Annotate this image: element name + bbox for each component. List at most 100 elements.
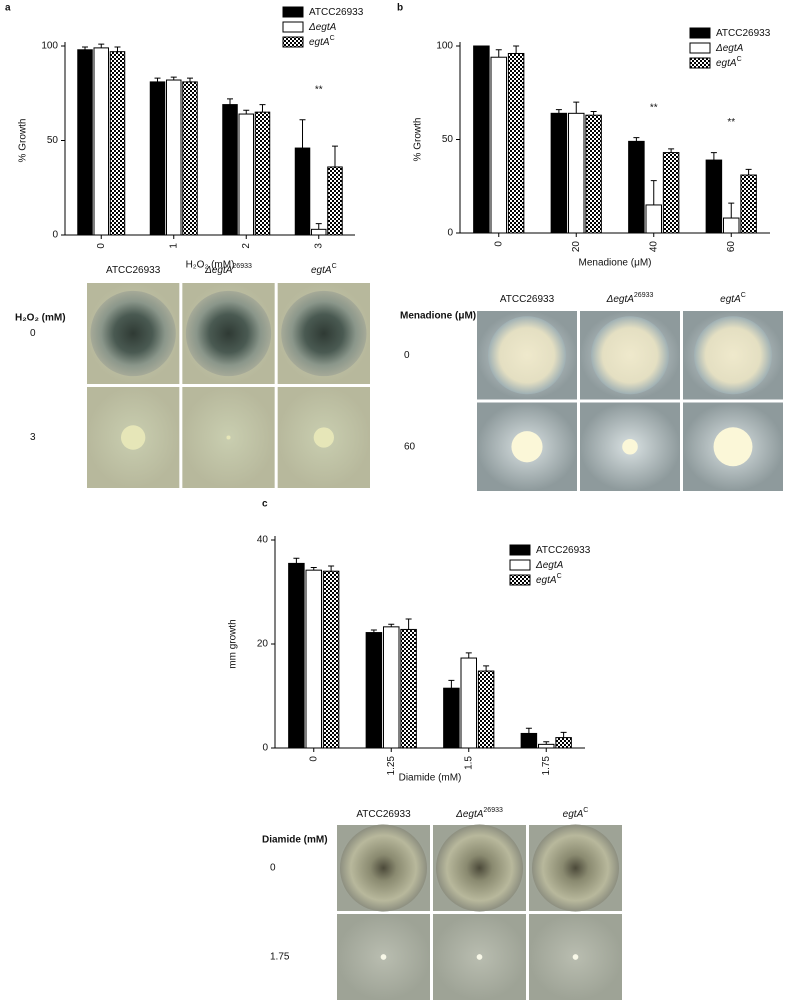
error-bar: [259, 104, 266, 113]
error-bar: [154, 77, 161, 82]
colony: [435, 824, 524, 912]
x-tick-label: 2: [241, 243, 252, 249]
legend-swatch: [282, 21, 304, 33]
column-header-sup: 26933: [634, 292, 654, 299]
annotation: **: [727, 117, 735, 128]
bar: [520, 732, 538, 749]
column-header: egtAC: [311, 263, 337, 275]
legend-label-text: ΔegtA: [535, 560, 564, 571]
error-bar: [328, 565, 335, 572]
column-header-sup: 26933: [232, 263, 252, 270]
legend-label-text: ATCC26933: [716, 28, 771, 39]
column-header-text: egtA: [311, 265, 332, 276]
panel-label: c: [262, 499, 268, 510]
colony: [476, 954, 483, 960]
column-header: ATCC26933: [500, 294, 555, 305]
colony: [713, 427, 753, 467]
error-bar: [243, 109, 250, 115]
bar: [628, 140, 645, 234]
error-bar: [513, 45, 520, 54]
legend-label: egtAC: [716, 56, 742, 68]
column-header: egtAC: [563, 807, 589, 819]
colony: [622, 438, 638, 455]
x-tick-label: 1.25: [386, 756, 397, 776]
legend-swatch: [689, 27, 711, 39]
bar: [645, 204, 662, 234]
bar: [473, 45, 490, 234]
colony: [511, 431, 543, 463]
bar: [490, 56, 507, 234]
y-tick-label: 50: [47, 135, 59, 146]
row-title: Menadione (μM): [400, 311, 476, 322]
bar: [477, 670, 495, 749]
x-axis-label: H₂O₂ (mM): [186, 260, 235, 271]
column-header-text: egtA: [563, 809, 584, 820]
x-tick-label: 0: [96, 243, 107, 249]
bar: [322, 570, 340, 749]
legend-label: ΔegtA: [308, 22, 337, 33]
error-bar: [315, 223, 322, 230]
y-tick-label: 100: [436, 41, 453, 52]
bar: [294, 147, 311, 236]
y-tick-label: 40: [257, 535, 269, 546]
column-header-text: ΔegtA: [606, 294, 635, 305]
colony: [313, 427, 334, 448]
error-bar: [745, 168, 752, 176]
bar: [568, 112, 585, 234]
column-header: ΔegtA26933: [455, 807, 503, 819]
error-bar: [483, 665, 490, 672]
error-bar: [710, 152, 717, 161]
colony: [281, 290, 367, 377]
legend-label: egtAC: [536, 573, 562, 585]
column-header: ΔegtA26933: [606, 292, 654, 304]
bar: [555, 737, 572, 749]
error-bar: [728, 202, 735, 219]
bar: [662, 152, 680, 234]
x-tick-label: 0: [308, 756, 319, 762]
legend-label: ATCC26933: [309, 7, 364, 18]
legend-label-text: ATCC26933: [309, 7, 364, 18]
y-tick-label: 0: [52, 230, 58, 241]
bar: [109, 51, 126, 236]
x-tick-label: 1: [168, 243, 179, 249]
bar: [460, 657, 477, 749]
bar: [550, 112, 568, 234]
y-tick-label: 50: [442, 134, 454, 145]
legend-label-text: ΔegtA: [715, 43, 744, 54]
legend-label-text: egtA: [716, 58, 737, 69]
error-bar: [98, 43, 105, 48]
x-tick-label: 3: [313, 243, 324, 249]
y-tick-label: 0: [447, 228, 453, 239]
row-label: 3: [30, 432, 36, 443]
row-title: H₂O₂ (mM): [15, 313, 66, 324]
bar: [93, 47, 109, 236]
bar: [182, 81, 198, 236]
x-tick-label: 60: [726, 241, 737, 253]
column-header-sup: C: [583, 807, 588, 814]
bar: [149, 81, 166, 236]
legend-label-text: egtA: [309, 37, 330, 48]
colony: [572, 954, 579, 960]
error-bar: [370, 629, 377, 633]
row-label: 1.75: [270, 952, 290, 963]
error-bar: [388, 623, 395, 627]
column-header-sup: 26933: [483, 807, 503, 814]
row-label: 0: [404, 350, 410, 361]
bar: [723, 217, 740, 234]
colony: [380, 954, 387, 960]
legend-swatch: [282, 6, 304, 18]
error-bar: [555, 109, 562, 114]
legend-swatch: [689, 42, 711, 54]
panel-label: b: [397, 3, 403, 14]
legend-label: ATCC26933: [716, 28, 771, 39]
column-header-text: ATCC26933: [356, 809, 411, 820]
bar: [740, 174, 757, 234]
error-bar: [668, 148, 675, 153]
legend-label-text: ΔegtA: [308, 22, 337, 33]
error-bar: [170, 76, 177, 81]
column-header: ATCC26933: [106, 265, 161, 276]
column-header-text: ΔegtA: [204, 265, 233, 276]
legend-swatch: [689, 57, 711, 69]
legend-label-sup: C: [557, 573, 562, 580]
bar: [705, 159, 723, 234]
